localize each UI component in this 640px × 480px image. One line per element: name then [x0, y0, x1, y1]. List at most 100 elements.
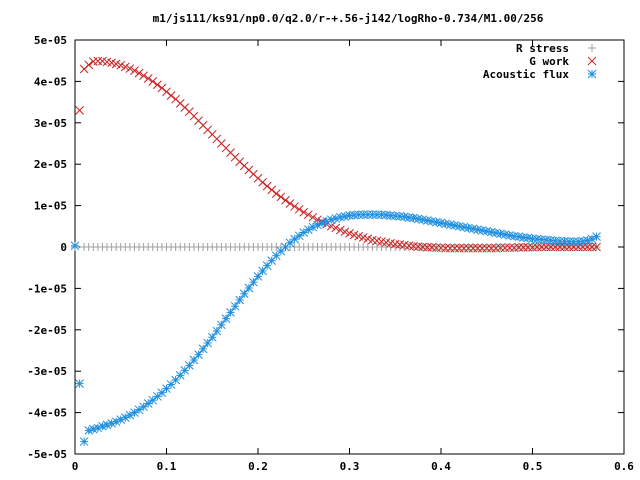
data-point — [235, 295, 245, 305]
data-point — [345, 228, 354, 238]
y-tick-label: -3e-05 — [27, 365, 67, 378]
data-point — [143, 74, 153, 83]
data-point — [514, 243, 524, 252]
data-point — [75, 106, 84, 115]
data-point — [143, 399, 153, 408]
x-tick-label: 0.4 — [431, 460, 451, 473]
data-point — [294, 204, 304, 214]
data-point — [75, 379, 84, 388]
data-point — [500, 243, 510, 253]
y-tick-label: 4e-05 — [34, 75, 67, 88]
x-tick-label: 0.1 — [157, 460, 177, 473]
data-point — [592, 232, 601, 242]
data-point — [450, 243, 460, 253]
series-0 — [71, 243, 601, 251]
data-point — [454, 243, 464, 253]
data-point — [70, 241, 80, 251]
data-point — [134, 68, 144, 78]
series-1 — [75, 56, 601, 253]
y-tick-label: -5e-05 — [27, 448, 67, 461]
data-point — [294, 231, 304, 241]
legend-label: Acoustic flux — [483, 68, 569, 81]
data-point — [340, 227, 350, 237]
data-point — [267, 185, 277, 195]
data-point — [93, 56, 103, 66]
data-point — [166, 91, 176, 100]
data-point — [281, 195, 290, 205]
data-point — [207, 332, 217, 342]
y-tick-label: -4e-05 — [27, 407, 67, 420]
data-point — [258, 266, 267, 276]
data-point — [139, 71, 148, 80]
data-point — [546, 242, 556, 252]
x-tick-label: 0.5 — [523, 460, 543, 473]
data-point — [587, 242, 597, 252]
legend-label: R stress — [516, 42, 569, 55]
data-point — [221, 314, 231, 323]
data-point — [84, 60, 94, 70]
legend-marker — [587, 56, 597, 66]
data-point — [185, 361, 194, 370]
data-point — [441, 243, 450, 253]
series-layer — [70, 56, 601, 446]
x-tick-label: 0.3 — [340, 460, 360, 473]
data-point — [482, 243, 492, 253]
y-tick-label: -2e-05 — [27, 324, 67, 337]
data-point — [152, 80, 162, 90]
data-point — [363, 210, 373, 220]
data-point — [468, 243, 478, 253]
data-point — [120, 62, 130, 72]
data-point — [271, 189, 281, 198]
y-tick-label: -1e-05 — [27, 282, 67, 295]
series-2 — [70, 210, 601, 446]
data-point — [152, 392, 162, 401]
data-point — [290, 202, 299, 211]
data-point — [308, 212, 318, 222]
data-point — [335, 225, 345, 235]
data-point — [148, 395, 158, 405]
x-tick-label: 0.6 — [614, 460, 634, 473]
data-point — [148, 77, 158, 86]
data-point — [285, 199, 295, 208]
x-tick-label: 0 — [72, 460, 79, 473]
data-point — [477, 243, 487, 253]
data-point — [459, 243, 469, 253]
data-point — [354, 210, 364, 220]
data-point — [518, 243, 528, 252]
data-point — [230, 301, 240, 311]
data-point — [523, 243, 533, 252]
data-point — [532, 242, 542, 252]
data-point — [258, 178, 267, 187]
y-tick-label: 3e-05 — [34, 117, 67, 130]
data-point — [125, 64, 135, 73]
data-point — [331, 223, 341, 233]
chart-title: m1/js111/ks91/np0.0/q2.0/r-+.56-j142/log… — [153, 12, 544, 25]
data-point — [299, 207, 309, 217]
data-point — [198, 344, 208, 354]
data-point — [473, 243, 482, 253]
legend-marker — [588, 44, 596, 52]
data-point — [276, 192, 286, 202]
data-point — [253, 272, 263, 281]
data-point — [217, 320, 226, 330]
data-point — [368, 210, 377, 220]
data-point — [592, 242, 601, 252]
data-point — [139, 402, 148, 412]
data-point — [130, 66, 139, 75]
y-tick-label: 0 — [60, 241, 67, 254]
data-point — [464, 243, 473, 253]
legend-label: G work — [529, 55, 569, 68]
data-point — [281, 242, 290, 252]
data-point — [290, 234, 299, 244]
data-point — [477, 226, 487, 235]
data-point — [303, 210, 313, 220]
data-point — [116, 60, 126, 70]
axes: 0 0.1 0.2 0.3 0.4 0.5 0.6 5e-05 4e-05 3e-05 2e-05 1… — [27, 34, 634, 473]
data-point — [212, 326, 222, 336]
data-point — [271, 251, 281, 261]
y-tick-label: 1e-05 — [34, 200, 67, 213]
data-point — [162, 87, 171, 97]
data-point — [239, 289, 249, 299]
data-point — [432, 243, 441, 253]
